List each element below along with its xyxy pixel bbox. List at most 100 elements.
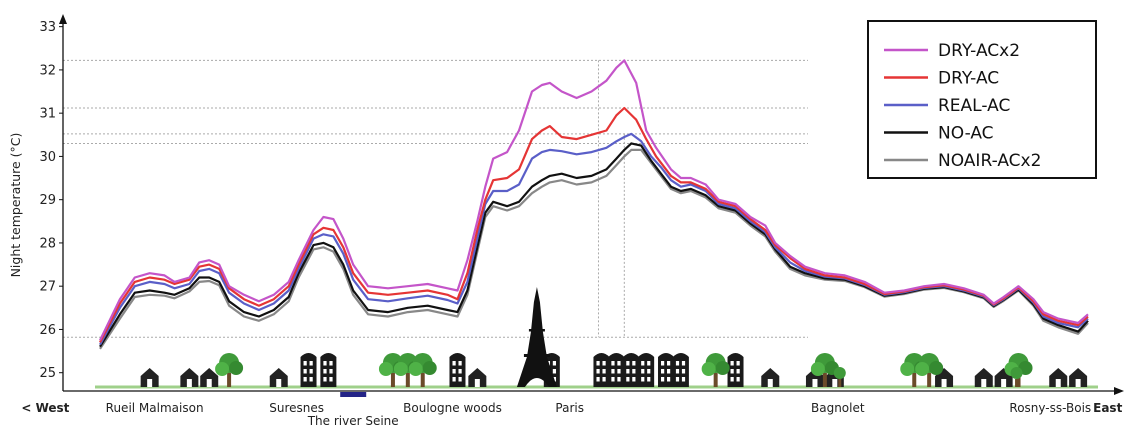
small-tree-icon [1010, 367, 1023, 379]
apartment-window [736, 369, 740, 374]
legend-label: DRY-ACx2 [938, 41, 1020, 61]
apartment-window [641, 377, 645, 382]
place-label: Suresnes [269, 401, 324, 415]
apartment-window [641, 361, 645, 366]
house-icon [1049, 368, 1068, 387]
y-tick-label: 31 [39, 107, 56, 122]
apartment-window [681, 369, 686, 374]
tree-trunk [405, 373, 410, 387]
apartment-window [303, 361, 307, 366]
legend-label: DRY-AC [938, 69, 999, 89]
apartment-icon [638, 353, 655, 387]
x-axis-arrow [1114, 387, 1124, 395]
house-icon [1069, 368, 1088, 387]
apartment-window [602, 361, 606, 366]
house-icon [974, 368, 993, 387]
legend: DRY-ACx2 DRY-AC REAL-AC NO-AC NOAIR-ACx2 [867, 20, 1097, 179]
apartment-window [458, 369, 462, 374]
apartment-window [552, 369, 557, 374]
y-axis-arrow [59, 14, 67, 24]
apartment-window [681, 377, 686, 382]
house-icon [269, 368, 288, 387]
apartment-icon [727, 353, 744, 387]
place-label: < West [21, 401, 69, 415]
apartment-window [730, 369, 734, 374]
y-tick-label: 26 [39, 323, 56, 338]
eiffel-tower-deck [528, 329, 545, 332]
apartment-window [626, 361, 630, 366]
apartment-window [632, 361, 636, 366]
place-label: Boulogne woods [403, 401, 502, 415]
place-labels: < West Rueil Malmaison Suresnes Boulogne wo… [21, 401, 1127, 427]
apartment-icon [658, 353, 675, 387]
tree-foliage [810, 362, 825, 376]
apartment-icon [593, 353, 610, 387]
apartment-window [309, 369, 313, 374]
y-tick-label: 33 [39, 20, 56, 35]
apartment-window [309, 361, 313, 366]
apartment-window [611, 369, 615, 374]
apartment-window [667, 369, 671, 374]
apartment-window [452, 377, 456, 382]
apartment-window [303, 369, 307, 374]
y-tick-label: 27 [39, 280, 56, 295]
apartment-window [647, 369, 651, 374]
tree-foliage [929, 361, 944, 375]
apartment-window [329, 377, 333, 382]
apartment-window [675, 361, 680, 366]
apartment-window [730, 377, 734, 382]
apartment-window [596, 377, 600, 382]
apartment-window [647, 361, 651, 366]
river-label: The river Seine [307, 414, 399, 427]
tree-trunk [420, 373, 425, 387]
house-door [276, 379, 282, 387]
tree-foliage [408, 362, 423, 376]
river-seine-marker [340, 392, 367, 397]
tree-foliage [393, 362, 408, 376]
y-tick-label: 25 [39, 366, 56, 381]
apartment-window [617, 377, 621, 382]
apartment-window [596, 369, 600, 374]
apartment-window [661, 369, 665, 374]
apartment-window [675, 377, 680, 382]
tree-trunk [912, 373, 917, 387]
eiffel-tower-icon [516, 287, 557, 387]
tree-foliage [915, 362, 930, 376]
tree-foliage [422, 361, 437, 375]
tree-trunk [822, 373, 827, 387]
house-door [941, 379, 947, 387]
series-lines [99, 59, 1089, 350]
house-icon [180, 368, 199, 387]
apartment-window [647, 377, 651, 382]
legend-label: NOAIR-ACx2 [938, 151, 1041, 171]
house-door [186, 379, 192, 387]
apartment-window [552, 377, 557, 382]
tree-foliage [229, 361, 244, 375]
place-label: Bagnolet [811, 401, 865, 415]
house-door [832, 379, 838, 387]
apartment-window [552, 361, 557, 366]
apartment-window [736, 377, 740, 382]
place-label: Rosny-ss-Bois [1009, 401, 1091, 415]
house-icon [468, 368, 487, 387]
tree-foliage [215, 362, 230, 376]
series-line-noair-acx2 [99, 148, 1089, 350]
apartment-window [730, 361, 734, 366]
house-door [147, 379, 153, 387]
apartment-window [596, 361, 600, 366]
y-tick-label: 32 [39, 63, 56, 78]
house-door [206, 379, 212, 387]
apartment-window [329, 369, 333, 374]
apartment-window [681, 361, 686, 366]
apartment-window [602, 369, 606, 374]
legend-label: NO-AC [938, 124, 994, 144]
house-door [981, 379, 987, 387]
apartment-icon [623, 353, 640, 387]
apartment-window [667, 361, 671, 366]
house-door [1075, 379, 1081, 387]
apartment-window [661, 377, 665, 382]
house-door [767, 379, 773, 387]
y-tick-label: 30 [39, 150, 56, 165]
apartment-window [323, 377, 327, 382]
house-icon [140, 368, 159, 387]
